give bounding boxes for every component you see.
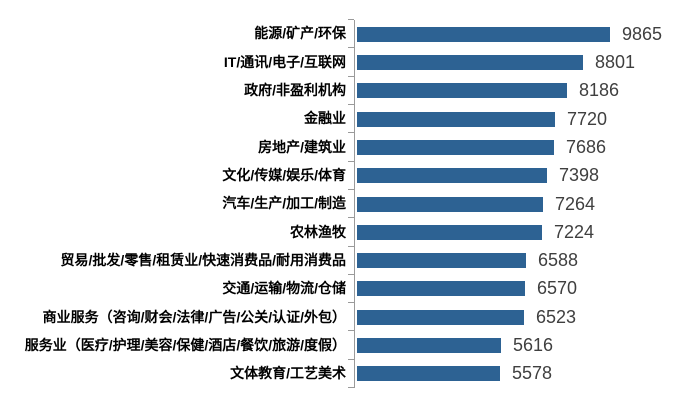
category-label: IT/通讯/电子/互联网 <box>223 53 346 70</box>
chart-row: 金融业 7720 <box>0 103 690 134</box>
chart-row: 文化/传媒/娱乐/体育 7398 <box>0 160 690 190</box>
chart-row: 文体教育/工艺美术 5578 <box>0 358 690 389</box>
bar <box>357 139 554 155</box>
value-label: 7720 <box>567 108 608 129</box>
chart-row: IT/通讯/电子/互联网 8801 <box>0 47 690 77</box>
value-label: 5578 <box>512 363 553 384</box>
bar-cell: 7264 <box>348 188 690 219</box>
bar <box>357 54 583 70</box>
bar-cell: 9865 <box>348 18 690 49</box>
bar-cell: 7686 <box>348 132 690 162</box>
category-label: 文体教育/工艺美术 <box>230 365 346 382</box>
bar-cell: 7720 <box>348 103 690 134</box>
bar <box>357 224 542 240</box>
bar <box>357 253 526 269</box>
chart-row: 商业服务（咨询/财会/法律/广告/公关/认证/外包） 6523 <box>0 302 690 332</box>
value-label: 7224 <box>554 221 595 242</box>
chart-plot-area: 能源/矿产/环保 9865 IT/通讯/电子/互联网 8801 政府/非盈利机构 8186… <box>0 18 690 389</box>
category-label: 商业服务（咨询/财会/法律/广告/公关/认证/外包） <box>42 308 346 325</box>
chart-row: 汽车/生产/加工/制造 7264 <box>0 188 690 219</box>
bar <box>357 83 567 99</box>
chart-row: 贸易/批发/零售/租赁业/快速消费品/耐用消费品 6588 <box>0 245 690 275</box>
bar <box>357 111 555 127</box>
category-label: 政府/非盈利机构 <box>244 82 346 99</box>
value-label: 8186 <box>579 80 620 101</box>
chart-row: 交通/运输/物流/仓储 6570 <box>0 273 690 304</box>
category-label: 服务业（医疗/护理/美容/保健/酒店/餐饮/旅游/度假） <box>24 336 346 353</box>
value-label: 6523 <box>536 306 577 327</box>
bar-cell: 6588 <box>348 245 690 275</box>
category-label: 房地产/建筑业 <box>258 138 346 155</box>
value-label: 7264 <box>555 193 596 214</box>
bar <box>357 281 525 297</box>
bar <box>357 338 501 354</box>
category-label: 交通/运输/物流/仓储 <box>222 280 346 297</box>
bar-cell: 8186 <box>348 75 690 105</box>
category-label: 金融业 <box>304 110 346 127</box>
chart-row: 服务业（医疗/护理/美容/保健/酒店/餐饮/旅游/度假） 5616 <box>0 330 690 360</box>
bar-cell: 7224 <box>348 217 690 247</box>
chart-row: 农林渔牧 7224 <box>0 217 690 247</box>
value-label: 7686 <box>566 136 607 157</box>
chart-row: 能源/矿产/环保 9865 <box>0 18 690 49</box>
bar-cell: 5578 <box>348 358 690 389</box>
bar <box>357 309 524 325</box>
bar-cell: 7398 <box>348 160 690 190</box>
value-label: 7398 <box>559 165 600 186</box>
category-label: 农林渔牧 <box>290 223 346 240</box>
bar <box>357 366 500 382</box>
chart-row: 房地产/建筑业 7686 <box>0 132 690 162</box>
bar-cell: 8801 <box>348 47 690 77</box>
bar <box>357 168 547 184</box>
bar-cell: 5616 <box>348 330 690 360</box>
value-label: 5616 <box>513 335 554 356</box>
chart-row: 政府/非盈利机构 8186 <box>0 75 690 105</box>
category-label: 汽车/生产/加工/制造 <box>222 195 346 212</box>
category-label: 能源/矿产/环保 <box>254 25 346 42</box>
bar <box>357 196 543 212</box>
bar-cell: 6570 <box>348 273 690 304</box>
category-label: 贸易/批发/零售/租赁业/快速消费品/耐用消费品 <box>60 251 346 268</box>
value-label: 6588 <box>538 250 579 271</box>
bar <box>357 26 610 42</box>
category-label: 文化/传媒/娱乐/体育 <box>222 167 346 184</box>
value-label: 8801 <box>595 51 636 72</box>
bar-cell: 6523 <box>348 302 690 332</box>
value-label: 6570 <box>537 278 578 299</box>
value-label: 9865 <box>622 23 663 44</box>
